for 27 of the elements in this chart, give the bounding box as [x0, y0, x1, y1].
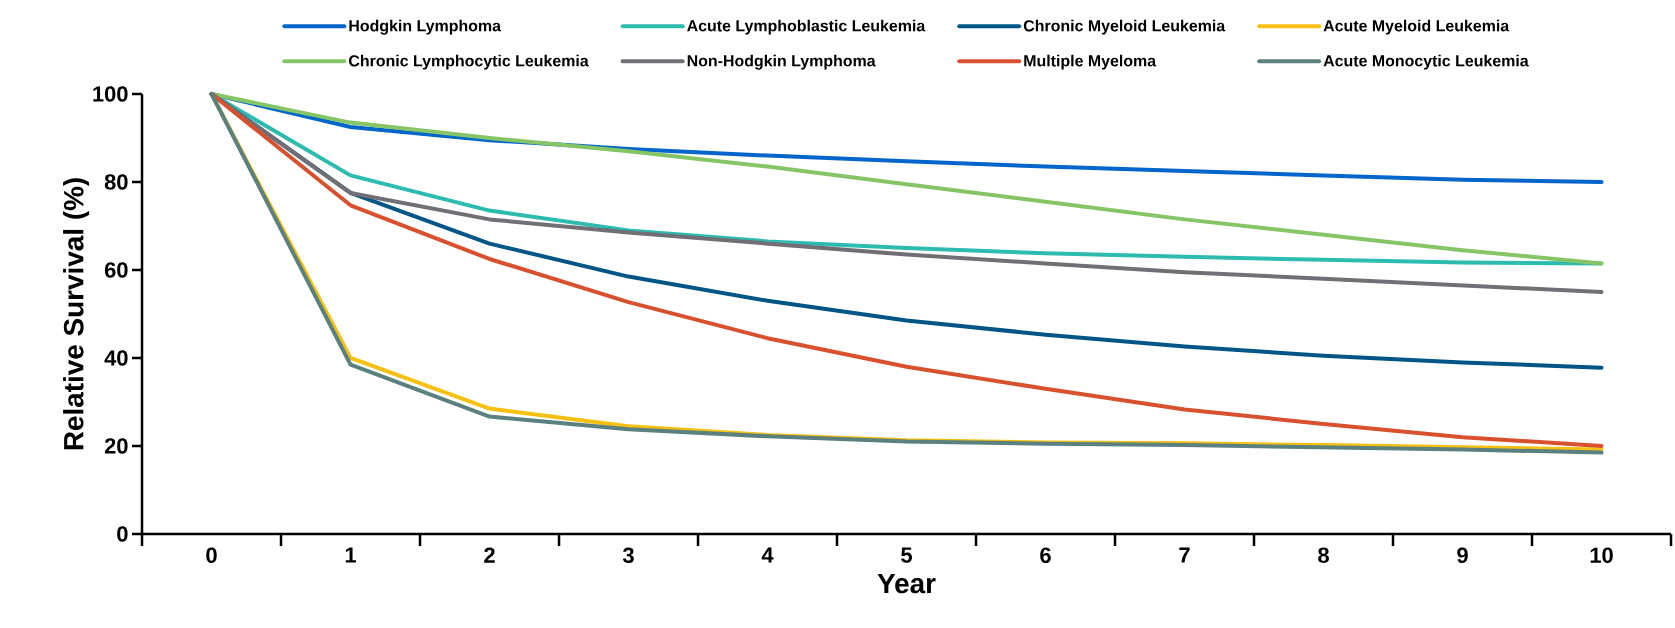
y-axis-title: Relative Survival (%) — [63, 178, 90, 450]
x-tick-label: 6 — [1040, 547, 1051, 564]
legend-label: Multiple Myeloma — [1024, 54, 1157, 70]
x-axis-title: Year — [877, 573, 936, 594]
x-tick-label: 7 — [1179, 547, 1190, 563]
y-tick-label: 0 — [117, 526, 128, 542]
y-tick-label: 80 — [104, 174, 128, 190]
x-tick-label: 0 — [206, 547, 217, 564]
x-tick-label: 5 — [901, 547, 912, 563]
x-tick-label: 1 — [345, 547, 356, 563]
legend-label: Chronic Myeloid Leukemia — [1023, 19, 1226, 35]
x-tick-label: 2 — [484, 547, 495, 563]
x-tick-label: 9 — [1457, 547, 1468, 564]
y-tick-label: 20 — [104, 438, 128, 454]
y-tick-label: 40 — [104, 350, 128, 366]
x-tick-label: 4 — [761, 547, 774, 563]
x-tick-label: 10 — [1590, 547, 1613, 564]
x-tick-label: 3 — [622, 547, 634, 564]
legend-label: Acute Lymphoblastic Leukemia — [687, 19, 926, 35]
y-tick-label: 100 — [93, 86, 128, 102]
legend-label: Acute Monocytic Leukemia — [1323, 54, 1529, 70]
y-tick-label: 60 — [104, 262, 128, 278]
x-tick-label: 8 — [1318, 547, 1329, 564]
legend-label: Acute Myeloid Leukemia — [1323, 19, 1510, 35]
legend-label: Hodgkin Lymphoma — [349, 19, 502, 35]
legend-label: Non-Hodgkin Lymphoma — [687, 54, 876, 70]
legend-label: Chronic Lymphocytic Leukemia — [349, 54, 589, 70]
